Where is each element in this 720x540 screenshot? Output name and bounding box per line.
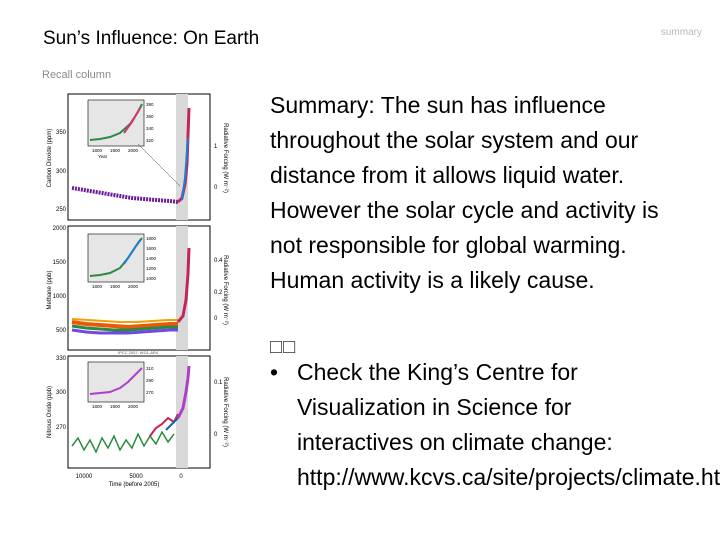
x-tick: 10000	[76, 474, 93, 480]
methane-inset-xtick: 1800	[92, 284, 103, 289]
co2-inset-xtick: 1900	[110, 148, 121, 153]
n2o-series-recent	[176, 365, 191, 419]
co2-inset-xlabel: Year	[98, 154, 108, 159]
recall-column-label: Recall column	[42, 69, 112, 81]
n2o-inset	[87, 361, 145, 403]
methane-y2tick: 0	[214, 316, 218, 322]
n2o-inset-ytick: 310	[146, 366, 154, 371]
methane-ytick: 1500	[53, 260, 67, 266]
co2-ytick: 250	[56, 207, 67, 213]
n2o-inset-ytick: 290	[146, 378, 154, 383]
figure-credit: IPCC 2007: WG1-AR4	[118, 350, 159, 355]
methane-series-recent	[176, 247, 191, 323]
n2o-ytick: 300	[56, 390, 67, 396]
methane-series-purple	[71, 328, 178, 335]
n2o-y2tick: 0	[214, 432, 218, 438]
methane-inset-xtick: 2000	[128, 284, 139, 289]
methane-ytick: 500	[56, 328, 67, 334]
co2-series-recent-2	[181, 137, 189, 201]
bullet-text: Check the King’s Centre for Visualizatio…	[297, 359, 720, 490]
methane-y2tick: 0.4	[214, 258, 223, 264]
co2-inset-ytick: 380	[146, 102, 154, 107]
co2-y2tick: 0	[214, 185, 218, 191]
x-axis-label: Time (before 2005)	[109, 482, 160, 488]
n2o-ytick: 270	[56, 425, 67, 431]
co2-ytick: 350	[56, 130, 67, 136]
co2-inset-xtick: 2000	[128, 148, 139, 153]
methane-inset-ytick: 1400	[146, 256, 157, 261]
x-tick: 5000	[129, 474, 143, 480]
co2-y2label: Radiative Forcing (W m⁻²)	[222, 123, 228, 193]
missing-glyph-boxes: □□	[270, 336, 297, 358]
corner-label: summary	[660, 27, 702, 38]
n2o-inset-xtick: 2000	[128, 404, 139, 409]
co2-ytick: 300	[56, 169, 67, 175]
panel-co2: Carbon Dioxide (ppm) Radiative Forcing (…	[47, 93, 228, 221]
n2o-series-green	[71, 430, 175, 454]
methane-ylabel: Methane (ppb)	[47, 270, 53, 309]
co2-inset-xtick: 1800	[92, 148, 103, 153]
n2o-series-blue	[165, 417, 179, 431]
co2-inset-ytick: 360	[146, 114, 154, 119]
methane-inset-ytick: 1600	[146, 246, 157, 251]
methane-ytick: 1000	[53, 294, 67, 300]
n2o-ytick: 330	[56, 356, 67, 362]
n2o-y2tick: 0.1	[214, 380, 223, 386]
methane-series-yellow	[71, 318, 178, 323]
methane-inset-ytick: 1800	[146, 236, 157, 241]
panel-methane: Methane (ppb) Radiative Forcing (W m⁻²) …	[47, 225, 228, 351]
n2o-ylabel: Nitrous Oxide (ppb)	[47, 386, 53, 438]
co2-ylabel: Carbon Dioxide (ppm)	[47, 129, 53, 188]
panel-nitrous-oxide: Nitrous Oxide (ppb) Radiative Forcing (W…	[47, 350, 228, 488]
methane-inset-recent	[123, 239, 141, 265]
n2o-inset-curve	[89, 367, 143, 395]
methane-series-orange	[71, 320, 178, 330]
bullet-item: • Check the King’s Centre for Visualizat…	[270, 355, 720, 495]
co2-y2tick: 1	[214, 144, 218, 150]
co2-series-ice	[71, 186, 179, 204]
co2-connector	[137, 143, 181, 187]
x-tick: 0	[179, 474, 183, 480]
bullet-marker: •	[270, 359, 279, 385]
methane-series-green	[71, 324, 178, 332]
methane-y2label: Radiative Forcing (W m⁻²)	[222, 255, 228, 325]
summary-paragraph: Summary: The sun has influence throughou…	[270, 92, 659, 293]
n2o-inset-xtick: 1900	[110, 404, 121, 409]
methane-inset-ytick: 1000	[146, 276, 157, 281]
methane-y2tick: 0.2	[214, 290, 223, 296]
methane-ytick: 2000	[53, 226, 67, 232]
methane-inset-xtick: 1900	[110, 284, 121, 289]
co2-inset-recent	[123, 107, 141, 134]
greenhouse-gas-figure: Carbon Dioxide (ppm) Radiative Forcing (…	[47, 93, 228, 488]
co2-inset-ytick: 320	[146, 138, 154, 143]
n2o-y2label: Radiative Forcing (W m⁻²)	[222, 377, 228, 447]
methane-inset	[87, 233, 145, 283]
n2o-inset-xtick: 1800	[92, 404, 103, 409]
co2-inset-ytick: 340	[146, 126, 154, 131]
methane-inset-ytick: 1200	[146, 266, 157, 271]
n2o-inset-ytick: 270	[146, 390, 154, 395]
slide-title: Sun’s Influence: On Earth	[43, 28, 260, 49]
